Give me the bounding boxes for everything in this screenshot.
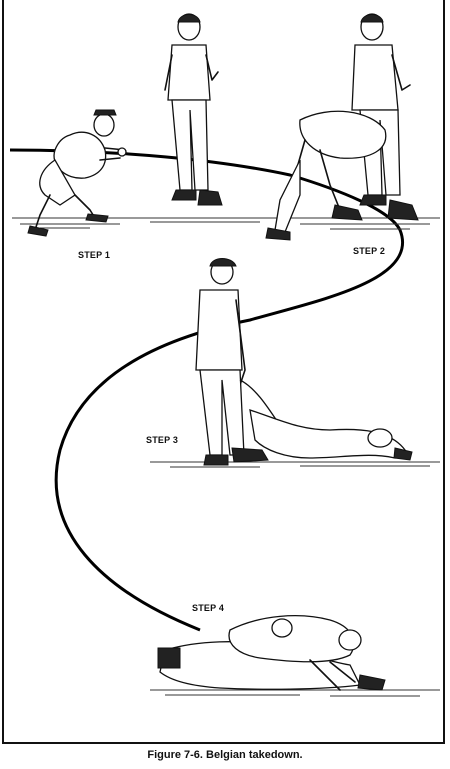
ground-step1-2 [12,217,440,230]
ground-step4 [150,689,440,697]
figure-frame [2,0,445,744]
step2-label: STEP 2 [353,246,386,256]
figure-caption: Figure 7-6. Belgian takedown. [147,749,303,761]
step1-crouching-figure [27,109,127,237]
step3-label: STEP 3 [146,435,179,445]
step2-bending-figure [265,110,387,241]
step3-standing-figure [195,258,269,466]
step-flow-path [9,148,404,632]
step1-standing-figure [164,13,223,206]
step1-label: STEP 1 [78,250,111,260]
step4-label: STEP 4 [192,603,225,613]
ground-step3 [150,461,440,468]
step3-prone-figure [239,379,413,461]
step4-takedown-figures [157,615,386,691]
